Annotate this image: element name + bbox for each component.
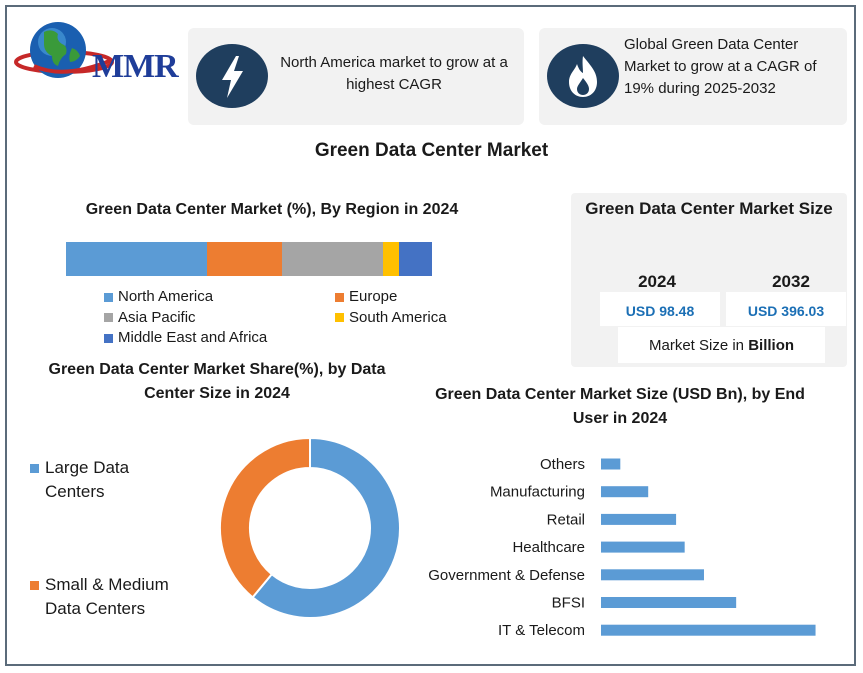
bar-category-label: Retail <box>547 511 585 528</box>
page-title: Green Data Center Market <box>314 140 549 161</box>
bar-retail <box>601 513 677 525</box>
bar-category-label: Government & Defense <box>428 567 585 584</box>
bar-category-label: BFSI <box>552 595 585 612</box>
legend-swatch <box>104 313 113 323</box>
flame-icon <box>547 44 619 108</box>
legend-swatch <box>30 581 39 590</box>
region-segment-middle-east-and-africa <box>399 242 432 276</box>
legend-item: North America <box>104 287 335 308</box>
region-chart-title: Green Data Center Market (%), By Region … <box>85 201 459 218</box>
legend-label: North America <box>118 288 214 305</box>
bar-government-defense <box>601 569 704 581</box>
highlight-card-cagr-region: North America market to grow at a highes… <box>188 28 524 125</box>
highlight-card-global-cagr: Global Green Data Center Market to grow … <box>539 28 847 125</box>
region-segment-south-america <box>382 242 400 276</box>
bar-category-label: Healthcare <box>512 539 585 556</box>
region-stacked-bar <box>66 242 432 276</box>
market-size-unit: Market Size in Billion <box>618 327 825 363</box>
legend-swatch <box>104 333 113 343</box>
legend-label: South America <box>349 308 447 326</box>
bar-category-label: IT & Telecom <box>498 622 585 639</box>
bar-category-label: Others <box>540 456 585 473</box>
region-segment-north-america <box>66 242 207 276</box>
share-chart-title: Green Data Center Market Share(%), by Da… <box>48 361 386 402</box>
unit-bold: Billion <box>748 337 795 354</box>
bar-category-label: Manufacturing <box>490 484 585 501</box>
donut-slice-small-medium <box>219 436 311 599</box>
bar-others <box>601 458 621 470</box>
region-segment-asia-pacific <box>281 242 383 276</box>
market-size-value-2032: USD 396.03 <box>726 292 846 326</box>
lightning-icon <box>196 44 268 108</box>
year-2024-label: 2024 <box>638 272 676 291</box>
highlight-text: North America market to grow at a highes… <box>280 54 508 93</box>
legend-item: Large Data Centers <box>30 456 129 504</box>
legend-item: Asia Pacific <box>104 308 335 329</box>
logo-text: MMR <box>92 48 179 85</box>
legend-swatch <box>335 292 344 302</box>
bar-manufacturing <box>601 486 649 498</box>
market-size-value-2024: USD 98.48 <box>600 292 720 326</box>
bar-bfsi <box>601 597 737 608</box>
legend-label: Europe <box>349 288 398 305</box>
region-legend: North America Europe Asia Pacific South Ame… <box>104 287 484 349</box>
logo: MMR <box>14 18 179 88</box>
donut-slice-large <box>251 436 401 619</box>
legend-swatch <box>104 292 113 302</box>
unit-prefix: Market Size in <box>648 337 749 354</box>
region-segment-europe <box>206 242 282 276</box>
legend-item: South America <box>335 308 485 329</box>
bar-it-telecom <box>601 624 816 636</box>
enduser-bar-chart: Others Manufacturing Retail Healthcare Gover… <box>428 456 816 639</box>
legend-label: Middle East and Africa <box>118 329 268 346</box>
donut-chart <box>219 436 401 619</box>
legend-swatch <box>335 313 344 323</box>
legend-swatch <box>30 464 39 473</box>
legend-label: Small & Medium Data Centers <box>45 575 169 618</box>
legend-item: Small & Medium Data Centers <box>30 573 169 621</box>
enduser-chart-title: Green Data Center Market Size (USD Bn), … <box>435 386 805 427</box>
legend-item: Europe <box>335 287 485 308</box>
legend-label: Asia Pacific <box>118 308 196 326</box>
legend-item: Middle East and Africa <box>104 328 335 349</box>
highlight-text: Global Green Data Center Market to grow … <box>624 36 817 97</box>
market-size-title: Green Data Center Market Size <box>585 199 833 218</box>
bar-healthcare <box>601 541 685 553</box>
globe-icon <box>14 22 114 78</box>
year-2032-label: 2032 <box>772 272 810 291</box>
legend-label: Large Data Centers <box>45 458 130 501</box>
